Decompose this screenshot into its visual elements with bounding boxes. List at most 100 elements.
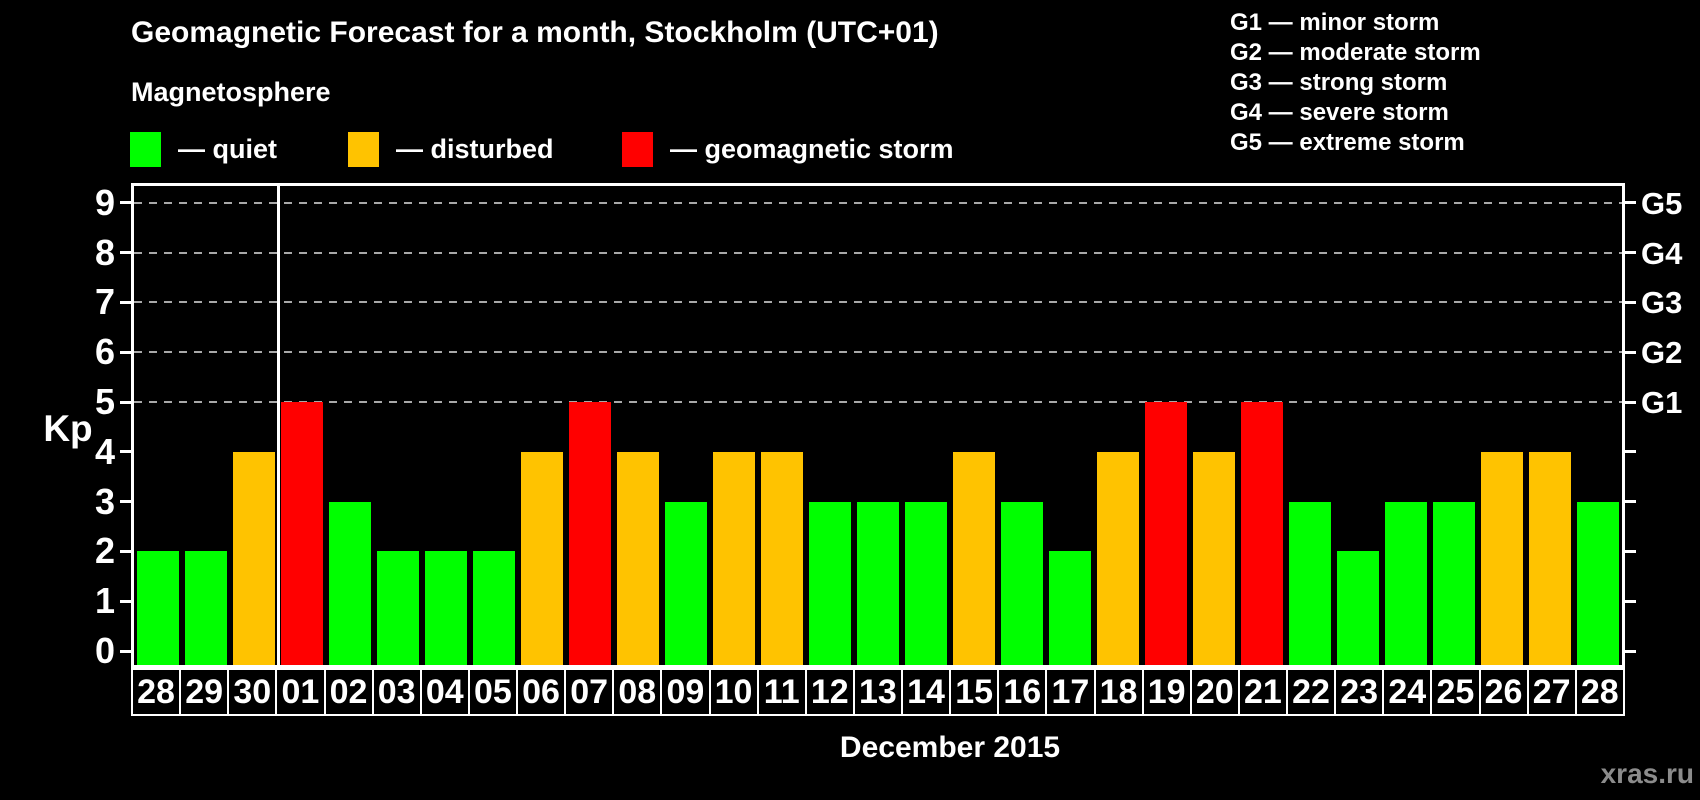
date-cell-07: 07 [564,668,615,716]
date-cell-10: 10 [708,668,759,716]
right-tick-kp3 [1625,500,1636,504]
left-tick-kp4 [120,450,131,454]
right-tick-kp2 [1625,549,1636,553]
date-cell-23: 23 [1334,668,1385,716]
kp-bar-28-quiet [137,551,179,665]
kp-bar-28-quiet [1577,501,1619,665]
magnetosphere-label: Magnetosphere [131,77,331,107]
kp-tick-label-7: 7 [94,281,115,323]
kp-bar-15-disturbed [953,451,995,665]
date-cell-12: 12 [804,668,855,716]
x-axis-date-row: 28 29 30 01 02 03 04 05 06 07 08 09 10 11 12 13 14 15 16 17… [131,668,1625,716]
legend-label-disturbed: — disturbed [396,134,554,164]
date-cell-11: 11 [756,668,807,716]
g-tick-label-G1: G1 [1641,385,1683,420]
date-cell-24: 24 [1382,668,1433,716]
right-tick-kp7 [1625,300,1636,304]
date-cell-21: 21 [1237,668,1288,716]
gridline-kp6 [134,351,1622,354]
kp-tick-label-4: 4 [94,430,115,472]
date-cell-05: 05 [467,668,518,716]
chart-title: Geomagnetic Forecast for a month, Stockh… [131,16,939,49]
kp-bar-10-disturbed [713,451,755,665]
kp-tick-label-6: 6 [94,331,115,373]
date-cell-04: 04 [419,668,470,716]
quiet-color-swatch [130,132,161,167]
date-cell-27: 27 [1526,668,1577,716]
date-cell-08: 08 [612,668,663,716]
disturbed-color-swatch [348,132,379,167]
kp-bar-22-quiet [1289,501,1331,665]
legend-item-storm: — geomagnetic storm [622,132,954,167]
left-tick-kp0 [120,649,131,653]
kp-bar-18-disturbed [1097,451,1139,665]
date-cell-20: 20 [1189,668,1240,716]
kp-tick-label-0: 0 [94,630,115,671]
date-cell-22: 22 [1286,668,1337,716]
kp-bar-16-quiet [1001,501,1043,665]
y-axis-label: Kp [43,408,93,449]
kp-bar-17-quiet [1049,551,1091,665]
kp-bar-14-quiet [905,501,947,665]
legend-item-disturbed: — disturbed [348,132,554,167]
g-tick-label-G4: G4 [1641,235,1683,271]
date-cell-02: 02 [323,668,374,716]
plot-inner [134,186,1622,665]
watermark: xras.ru [1600,758,1694,789]
kp-bar-04-quiet [425,551,467,665]
month-separator-line [276,186,280,665]
date-cell-19: 19 [1141,668,1192,716]
kp-bar-24-quiet [1385,501,1427,665]
gridline-kp5 [134,401,1622,403]
kp-tick-label-3: 3 [94,480,115,522]
left-tick-kp3 [120,500,131,504]
right-tick-kp5 [1625,400,1636,404]
left-tick-kp7 [120,300,131,304]
kp-bar-27-disturbed [1529,451,1571,665]
date-cell-26: 26 [1478,668,1529,716]
gridline-kp9 [134,201,1622,204]
right-tick-kp1 [1625,599,1636,603]
kp-bar-06-disturbed [521,451,563,665]
left-tick-kp5 [120,400,131,404]
month-label: December 2015 [839,731,1061,764]
g-tick-label-G5: G5 [1641,185,1683,221]
kp-tick-label-5: 5 [94,381,115,422]
date-cell-03: 03 [371,668,422,716]
kp-bar-19-storm [1145,402,1187,665]
kp-bar-09-quiet [665,501,707,665]
legend-item-quiet: — quiet [130,132,277,167]
date-cell-18: 18 [1093,668,1144,716]
left-tick-kp6 [120,350,131,354]
kp-bar-12-quiet [809,501,851,665]
kp-bar-02-quiet [329,501,371,665]
gridline-kp8 [134,251,1622,254]
right-tick-kp6 [1625,350,1636,354]
g-scale-legend: G1 — minor storm G2 — moderate storm G3 … [1230,8,1481,158]
kp-bar-05-quiet [473,551,515,665]
right-tick-kp4 [1625,450,1636,454]
right-tick-kp8 [1625,251,1636,255]
left-tick-kp1 [120,599,131,603]
kp-bar-07-storm [569,402,611,665]
g1-legend-line: G1 — minor storm [1230,9,1440,36]
kp-bar-30-disturbed [233,451,275,665]
date-cell-30: 30 [227,668,278,716]
date-cell-16: 16 [997,668,1048,716]
g2-legend-line: G2 — moderate storm [1230,39,1481,66]
plot-area [131,183,1625,668]
gridline-kp7 [134,301,1622,304]
g5-legend-line: G5 — extreme storm [1230,129,1465,156]
date-cell-13: 13 [852,668,903,716]
kp-bar-11-disturbed [761,451,803,665]
g-tick-label-G3: G3 [1641,285,1683,321]
kp-bar-20-disturbed [1193,451,1235,665]
kp-bar-13-quiet [857,501,899,665]
left-tick-kp8 [120,251,131,255]
legend-label-storm: — geomagnetic storm [670,134,954,164]
kp-bar-26-disturbed [1481,451,1523,665]
date-cell-09: 09 [660,668,711,716]
kp-tick-label-8: 8 [94,231,115,273]
date-cell-28: 28 [131,668,182,716]
